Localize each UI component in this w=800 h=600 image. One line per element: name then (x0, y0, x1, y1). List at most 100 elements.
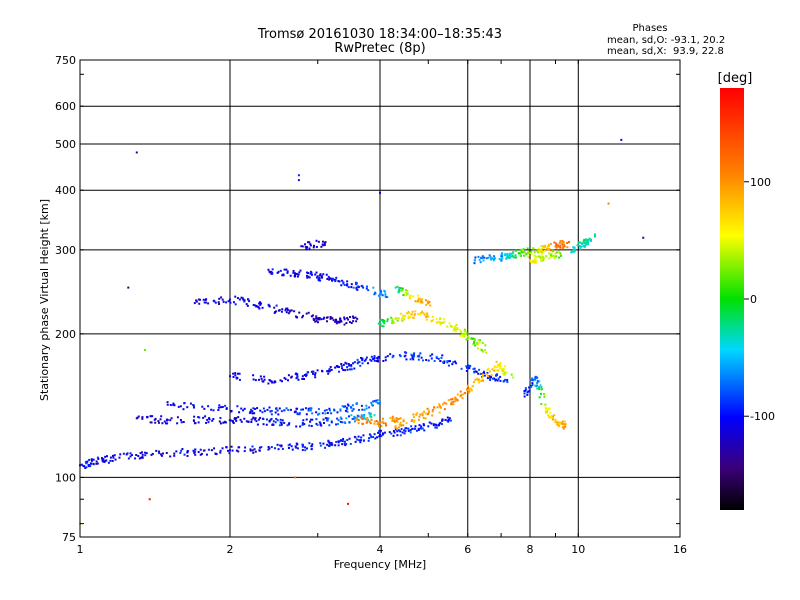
data-point (309, 418, 312, 421)
data-point (550, 255, 553, 258)
data-point (399, 417, 402, 420)
data-point (193, 302, 196, 305)
data-point (386, 318, 389, 321)
data-point (105, 459, 108, 462)
data-point (345, 362, 348, 365)
data-point (370, 359, 373, 362)
data-point (382, 359, 385, 362)
data-point (547, 407, 550, 410)
data-point (305, 248, 308, 251)
data-point (504, 378, 507, 381)
data-point (527, 251, 530, 254)
data-point (472, 368, 475, 371)
data-point (255, 420, 258, 423)
data-point (242, 298, 245, 301)
data-point (382, 417, 385, 420)
data-point (474, 256, 477, 259)
data-point (425, 318, 428, 321)
data-point (345, 406, 348, 409)
data-point (129, 455, 132, 458)
data-point (431, 319, 434, 322)
data-point (129, 452, 132, 455)
data-point (586, 238, 589, 241)
data-point (363, 413, 366, 416)
data-point (446, 416, 449, 419)
data-point (419, 300, 422, 303)
data-point (369, 434, 372, 437)
data-point (410, 353, 413, 356)
data-point (396, 430, 399, 433)
y-tick-label: 300 (55, 244, 76, 257)
data-point (334, 444, 337, 447)
colorbar-label: [deg] (718, 71, 753, 86)
data-point (381, 319, 384, 322)
data-point (376, 436, 379, 439)
data-point (481, 255, 484, 258)
data-point (389, 353, 392, 356)
data-point (419, 312, 422, 315)
data-point (373, 433, 376, 436)
data-point (503, 379, 506, 382)
data-point (292, 269, 295, 272)
data-point (194, 448, 197, 451)
data-point (413, 314, 416, 317)
data-point (328, 409, 331, 412)
data-point (306, 271, 309, 274)
data-point (400, 317, 403, 320)
data-point (254, 379, 257, 382)
data-point (481, 376, 484, 379)
data-point (372, 435, 375, 438)
data-point (364, 358, 367, 361)
data-point (398, 288, 401, 291)
data-point (424, 299, 427, 302)
data-point (413, 352, 416, 355)
data-point (514, 249, 517, 252)
data-point (488, 254, 491, 257)
data-point (318, 317, 321, 320)
data-point (307, 407, 310, 410)
data-point (307, 241, 310, 244)
data-point (235, 417, 238, 420)
data-point (412, 353, 415, 356)
data-point (526, 247, 529, 250)
data-point (408, 297, 411, 300)
data-point (321, 412, 324, 415)
data-point (312, 370, 315, 373)
data-point (301, 444, 304, 447)
data-point (406, 292, 409, 295)
data-point (392, 418, 395, 421)
data-point (379, 319, 382, 322)
data-point (374, 291, 377, 294)
data-point (300, 408, 303, 411)
data-point (234, 418, 237, 421)
data-point (403, 429, 406, 432)
data-point (193, 451, 196, 454)
data-point (325, 273, 328, 276)
data-point (158, 452, 161, 455)
data-point (406, 289, 409, 292)
data-point (153, 418, 156, 421)
data-point (514, 256, 517, 259)
data-point (495, 373, 498, 376)
data-point (431, 408, 434, 411)
data-point (346, 439, 349, 442)
data-point (323, 244, 326, 247)
data-point (254, 304, 257, 307)
data-point (508, 256, 511, 259)
data-point (341, 367, 344, 370)
data-point (374, 437, 377, 440)
data-point (527, 256, 530, 259)
data-point (276, 409, 279, 412)
data-point (308, 247, 311, 250)
data-point (317, 318, 320, 321)
data-point (278, 407, 281, 410)
data-point (385, 296, 388, 299)
data-point (532, 247, 535, 250)
data-point (271, 272, 274, 275)
data-point (352, 362, 355, 365)
data-point (397, 418, 400, 421)
data-point (455, 362, 458, 365)
data-point (273, 306, 276, 309)
data-point (459, 329, 462, 332)
data-point (396, 420, 399, 423)
